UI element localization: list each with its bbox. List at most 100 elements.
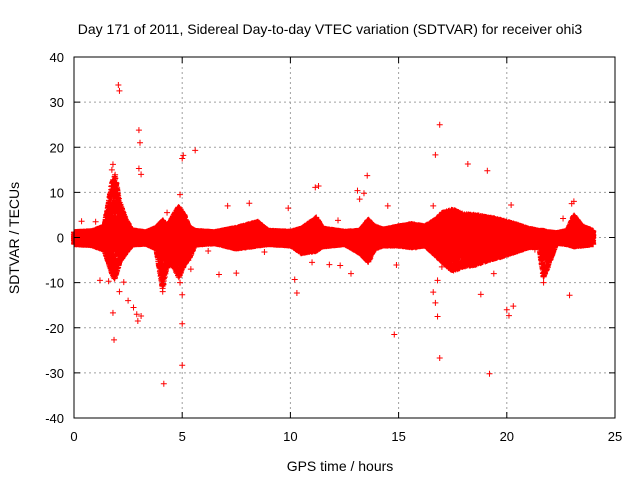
outlier-point <box>432 151 439 158</box>
outlier-point <box>164 209 171 216</box>
outlier-point <box>285 205 292 212</box>
outlier-point <box>486 370 493 377</box>
outlier-point <box>464 160 471 167</box>
outlier-point <box>187 266 194 273</box>
outlier-point <box>135 165 142 172</box>
outlier-point <box>116 87 123 94</box>
outlier-point <box>337 262 344 269</box>
y-tick-label: 0 <box>57 231 64 246</box>
axis-ticks <box>73 56 616 419</box>
outlier-point <box>138 171 145 178</box>
outlier-point <box>109 161 116 168</box>
outlier-point <box>347 270 354 277</box>
x-tick-label: 5 <box>179 429 186 444</box>
outlier-point <box>179 362 186 369</box>
outlier-point <box>133 311 140 318</box>
y-tick-label: 40 <box>50 50 64 65</box>
outlier-point <box>179 155 186 162</box>
y-tick-label: 10 <box>50 185 64 200</box>
outlier-point <box>179 291 186 298</box>
y-axis-title: SDTVAR / TECUs <box>6 182 22 294</box>
outlier-point <box>309 259 316 266</box>
outlier-point <box>138 313 145 320</box>
outlier-point <box>111 336 118 343</box>
outlier-point <box>179 320 186 327</box>
outlier-point <box>261 248 268 255</box>
y-tick-label: -10 <box>45 276 64 291</box>
outlier-point <box>293 290 300 297</box>
outlier-point <box>434 313 441 320</box>
outlier-point <box>315 183 322 190</box>
outlier-point <box>109 309 116 316</box>
outlier-point <box>508 202 515 209</box>
outlier-point <box>312 184 319 191</box>
outlier-point <box>438 263 445 270</box>
outlier-point <box>125 297 132 304</box>
x-tick-label: 10 <box>283 429 297 444</box>
outlier-point <box>432 299 439 306</box>
outlier-point <box>360 190 367 197</box>
outlier-point <box>105 278 112 285</box>
outlier-point <box>115 81 122 88</box>
outlier-point <box>108 166 115 173</box>
outlier-point <box>484 167 491 174</box>
outlier-point <box>356 196 363 203</box>
y-tick-label: 30 <box>50 95 64 110</box>
outlier-point <box>391 331 398 338</box>
y-tick-label: -20 <box>45 321 64 336</box>
dense-data-points <box>70 171 597 292</box>
x-tick-label: 20 <box>500 429 514 444</box>
y-tick-label: 20 <box>50 140 64 155</box>
outlier-point <box>116 288 123 295</box>
x-tick-label: 0 <box>70 429 77 444</box>
outlier-point <box>92 218 99 225</box>
y-tick-label: -40 <box>45 411 64 426</box>
outlier-point <box>430 202 437 209</box>
outlier-point <box>137 139 144 146</box>
x-tick-label: 15 <box>391 429 405 444</box>
outlier-point <box>364 172 371 179</box>
outlier-point <box>393 262 400 269</box>
chart-title: Day 171 of 2011, Sidereal Day-to-day VTE… <box>78 21 583 37</box>
outlier-point <box>246 200 253 207</box>
outlier-point <box>224 202 231 209</box>
outlier-point <box>430 289 437 296</box>
outlier-point <box>135 127 142 134</box>
outlier-point <box>436 354 443 361</box>
data-points <box>70 81 597 387</box>
outlier-point <box>215 271 222 278</box>
outlier-point <box>120 279 127 286</box>
outlier-point <box>177 191 184 198</box>
outlier-point <box>96 277 103 284</box>
outlier-point <box>205 248 212 255</box>
outlier-point <box>130 304 137 311</box>
x-axis-title: GPS time / hours <box>287 458 394 474</box>
outlier-point <box>335 217 342 224</box>
outlier-point <box>354 187 361 194</box>
y-tick-label: -30 <box>45 366 64 381</box>
outlier-point <box>510 303 517 310</box>
outlier-point <box>490 270 497 277</box>
outlier-point <box>540 279 547 286</box>
outlier-point <box>134 317 141 324</box>
outlier-point <box>505 312 512 319</box>
outlier-point <box>180 152 187 159</box>
tick-labels: 0 5 10 15 20 25 -40 -30 -20 -10 0 10 20 30 40 <box>45 50 622 444</box>
outlier-point <box>477 291 484 298</box>
outlier-point <box>566 292 573 299</box>
outlier-point <box>326 261 333 268</box>
outlier-point <box>503 306 510 313</box>
outlier-point <box>192 147 199 154</box>
outlier-point <box>233 270 240 277</box>
outlier-point <box>78 218 85 225</box>
outlier-point <box>384 202 391 209</box>
outlier-point <box>568 200 575 207</box>
outlier-point <box>560 215 567 222</box>
x-tick-label: 25 <box>608 429 622 444</box>
outlier-point <box>291 276 298 283</box>
outlier-point <box>434 277 441 284</box>
outlier-point <box>177 279 184 286</box>
outlier-point <box>160 380 167 387</box>
outlier-point <box>436 121 443 128</box>
